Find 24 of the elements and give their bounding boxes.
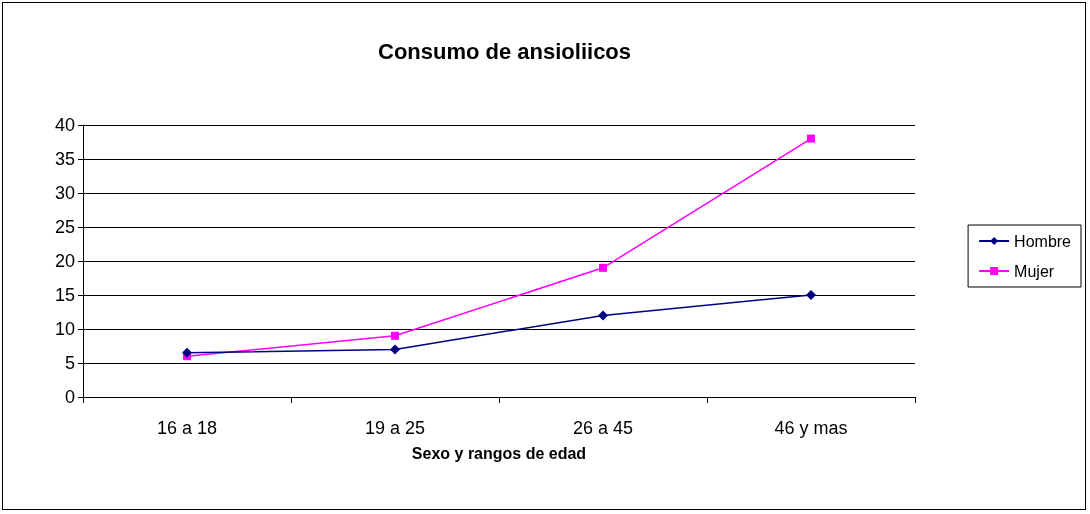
y-tick-label: 30 <box>54 183 75 203</box>
y-tick-label: 20 <box>54 251 75 271</box>
point <box>598 310 608 321</box>
point <box>599 263 607 272</box>
point <box>391 331 399 340</box>
y-tick-label: 25 <box>54 217 75 237</box>
y-tick-label: 40 <box>54 115 75 135</box>
x-tick-label: 19 a 25 <box>364 418 426 438</box>
y-tick-label: 0 <box>64 387 75 407</box>
x-tick-label: 16 a 18 <box>156 418 218 438</box>
legend-label: Mujer <box>1014 262 1055 280</box>
chart-title: Consumo de ansioliicos <box>378 38 632 64</box>
y-tick-label: 10 <box>54 319 75 339</box>
y-tick-label: 15 <box>54 285 75 305</box>
point <box>807 134 815 143</box>
x-tick-label: 26 a 45 <box>572 418 634 438</box>
point <box>182 347 192 358</box>
point <box>806 290 816 300</box>
y-tick-label: 5 <box>64 353 75 373</box>
legend-label: Hombre <box>1014 232 1072 250</box>
point <box>390 344 400 355</box>
x-axis-title: Sexo y rangos de edad <box>411 444 587 462</box>
x-tick-label: 46 y mas <box>774 418 848 438</box>
y-tick-label: 35 <box>54 149 75 169</box>
